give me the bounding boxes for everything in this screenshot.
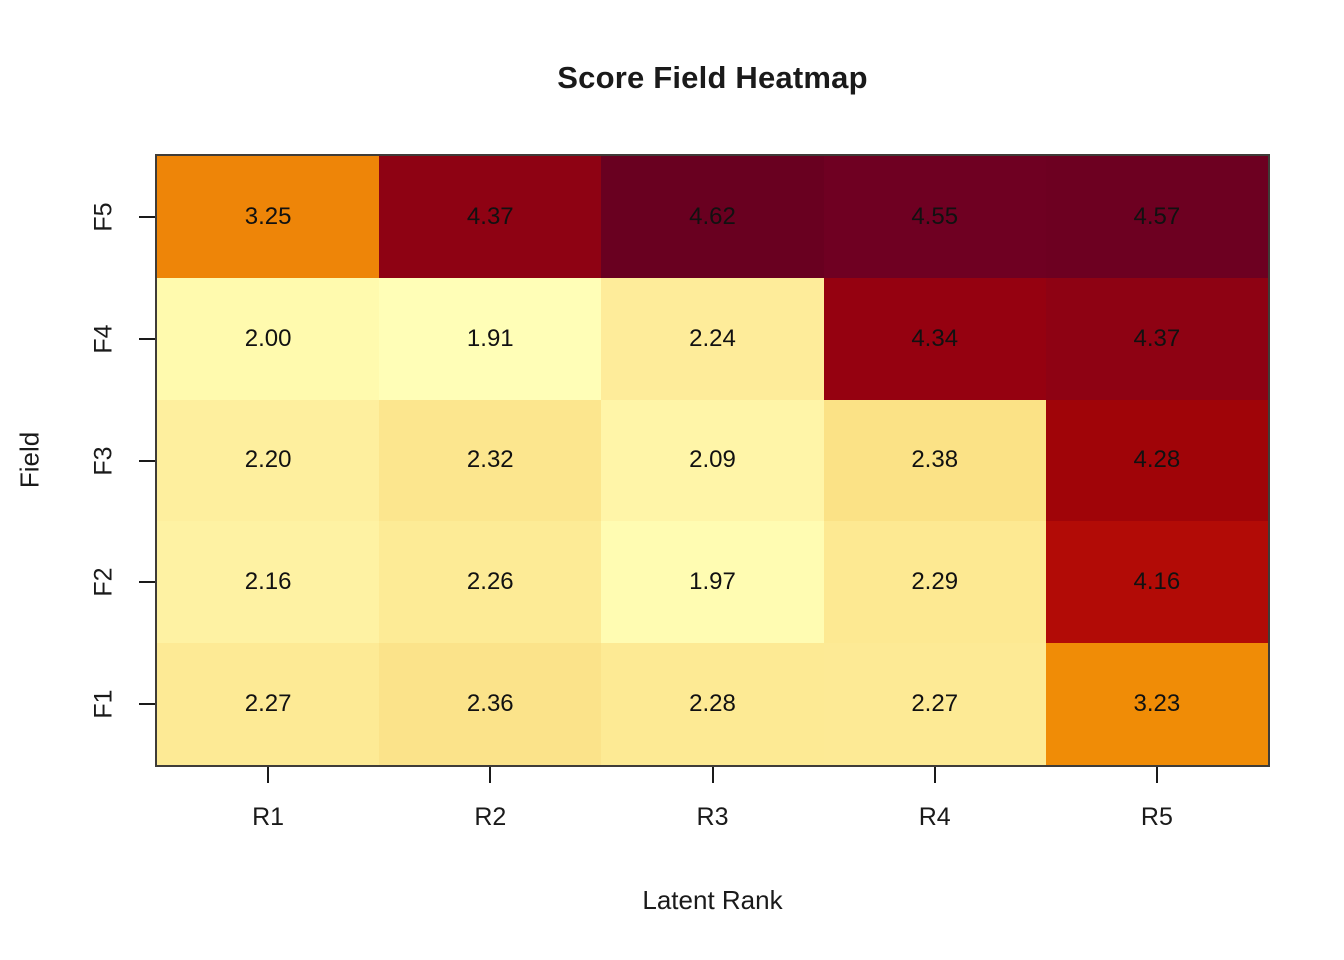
cell-value-label: 4.62 xyxy=(689,202,736,230)
heatmap-grid: 3.25 4.37 4.62 4.55 4.57 2.00 1.91 2.24 4.34 4.37… xyxy=(157,156,1268,765)
cell-value-label: 1.97 xyxy=(689,568,736,596)
heatmap-cell-F3-R3: 2.09 xyxy=(601,399,824,522)
cell-value-label: 4.37 xyxy=(1133,324,1181,352)
y-tick-mark-F4 xyxy=(139,337,155,340)
heatmap-cell-F4-R4: 4.34 xyxy=(823,277,1046,400)
y-axis: F5 F4 F3 F2 F1 xyxy=(0,156,157,765)
heatmap-cell-F3-R5: 4.28 xyxy=(1045,399,1268,522)
y-tick-label-F3: F3 xyxy=(89,445,118,476)
heatmap-cell-F3-R1: 2.20 xyxy=(157,399,380,522)
y-tick-label-F2: F2 xyxy=(89,567,118,597)
cell-value-label: 2.09 xyxy=(689,446,736,474)
x-tick-label-R2: R2 xyxy=(474,803,507,831)
cell-value-label: 2.36 xyxy=(466,690,514,718)
x-tick-mark-R1 xyxy=(267,767,270,783)
heatmap-cell-F3-R2: 2.32 xyxy=(379,399,602,522)
heatmap-cell-F2-R5: 4.16 xyxy=(1045,521,1268,644)
cell-value-label: 4.34 xyxy=(911,324,959,352)
heatmap-cell-F5-R3: 4.62 xyxy=(601,156,824,278)
cell-value-label: 2.00 xyxy=(244,324,292,352)
cell-value-label: 4.37 xyxy=(466,202,514,230)
heatmap-cell-F1-R1: 2.27 xyxy=(157,643,380,765)
heatmap-cell-F4-R3: 2.24 xyxy=(601,277,824,400)
heatmap-cell-F3-R4: 2.38 xyxy=(823,399,1046,522)
y-tick-mark-F1 xyxy=(139,703,155,706)
y-tick-label-F4: F4 xyxy=(89,324,118,354)
heatmap-cell-F2-R3: 1.97 xyxy=(601,521,824,644)
x-tick-mark-R5 xyxy=(1155,767,1158,783)
x-tick-label-R4: R4 xyxy=(918,803,951,831)
cell-value-label: 4.16 xyxy=(1133,568,1181,596)
x-tick-mark-R4 xyxy=(933,767,936,783)
heatmap-cell-F5-R1: 3.25 xyxy=(157,156,380,278)
cell-value-label: 2.26 xyxy=(466,568,514,596)
x-tick-mark-R3 xyxy=(711,767,714,783)
cell-value-label: 2.20 xyxy=(244,446,292,474)
heatmap-cell-F1-R3: 2.28 xyxy=(601,643,824,765)
heatmap-cell-F2-R2: 2.26 xyxy=(379,521,602,644)
heatmap-cell-F1-R5: 3.23 xyxy=(1045,643,1268,765)
heatmap-cell-F5-R4: 4.55 xyxy=(823,156,1046,278)
y-tick-mark-F5 xyxy=(139,215,155,218)
y-axis-title: Field xyxy=(14,431,45,489)
cell-value-label: 2.38 xyxy=(911,446,959,474)
cell-value-label: 2.32 xyxy=(466,446,514,474)
y-tick-label-F5: F5 xyxy=(89,202,118,232)
cell-value-label: 2.27 xyxy=(244,690,292,718)
cell-value-label: 3.25 xyxy=(244,202,292,230)
y-tick-label-F1: F1 xyxy=(89,689,118,719)
chart-title: Score Field Heatmap xyxy=(557,60,868,95)
x-tick-label-R1: R1 xyxy=(252,803,285,831)
heatmap-cell-F1-R4: 2.27 xyxy=(823,643,1046,765)
heatmap-cell-F4-R1: 2.00 xyxy=(157,277,380,400)
cell-value-label: 2.27 xyxy=(911,690,959,718)
heatmap-plot: 3.25 4.37 4.62 4.55 4.57 2.00 1.91 2.24 4.34 4.37… xyxy=(155,154,1270,767)
heatmap-cell-F1-R2: 2.36 xyxy=(379,643,602,765)
x-axis-title: Latent Rank xyxy=(642,885,783,915)
x-tick-label-R3: R3 xyxy=(696,803,729,831)
cell-value-label: 3.23 xyxy=(1133,690,1181,718)
x-tick-mark-R2 xyxy=(489,767,492,783)
cell-value-label: 4.57 xyxy=(1133,202,1181,230)
cell-value-label: 2.29 xyxy=(911,568,959,596)
heatmap-cell-F2-R4: 2.29 xyxy=(823,521,1046,644)
cell-value-label: 2.24 xyxy=(689,324,736,352)
cell-value-label: 1.91 xyxy=(466,324,514,352)
cell-value-label: 4.55 xyxy=(911,202,959,230)
heatmap-cell-F4-R2: 1.91 xyxy=(379,277,602,400)
heatmap-cell-F5-R5: 4.57 xyxy=(1045,156,1268,278)
heatmap-cell-F5-R2: 4.37 xyxy=(379,156,602,278)
y-tick-mark-F3 xyxy=(139,459,155,462)
heatmap-cell-F2-R1: 2.16 xyxy=(157,521,380,644)
cell-value-label: 2.28 xyxy=(689,690,736,718)
x-tick-label-R5: R5 xyxy=(1140,803,1173,831)
cell-value-label: 2.16 xyxy=(244,568,292,596)
x-axis: R1 R2 R3 R4 R5 xyxy=(157,765,1268,915)
cell-value-label: 4.28 xyxy=(1133,446,1181,474)
heatmap-cell-F4-R5: 4.37 xyxy=(1045,277,1268,400)
y-tick-mark-F2 xyxy=(139,581,155,584)
